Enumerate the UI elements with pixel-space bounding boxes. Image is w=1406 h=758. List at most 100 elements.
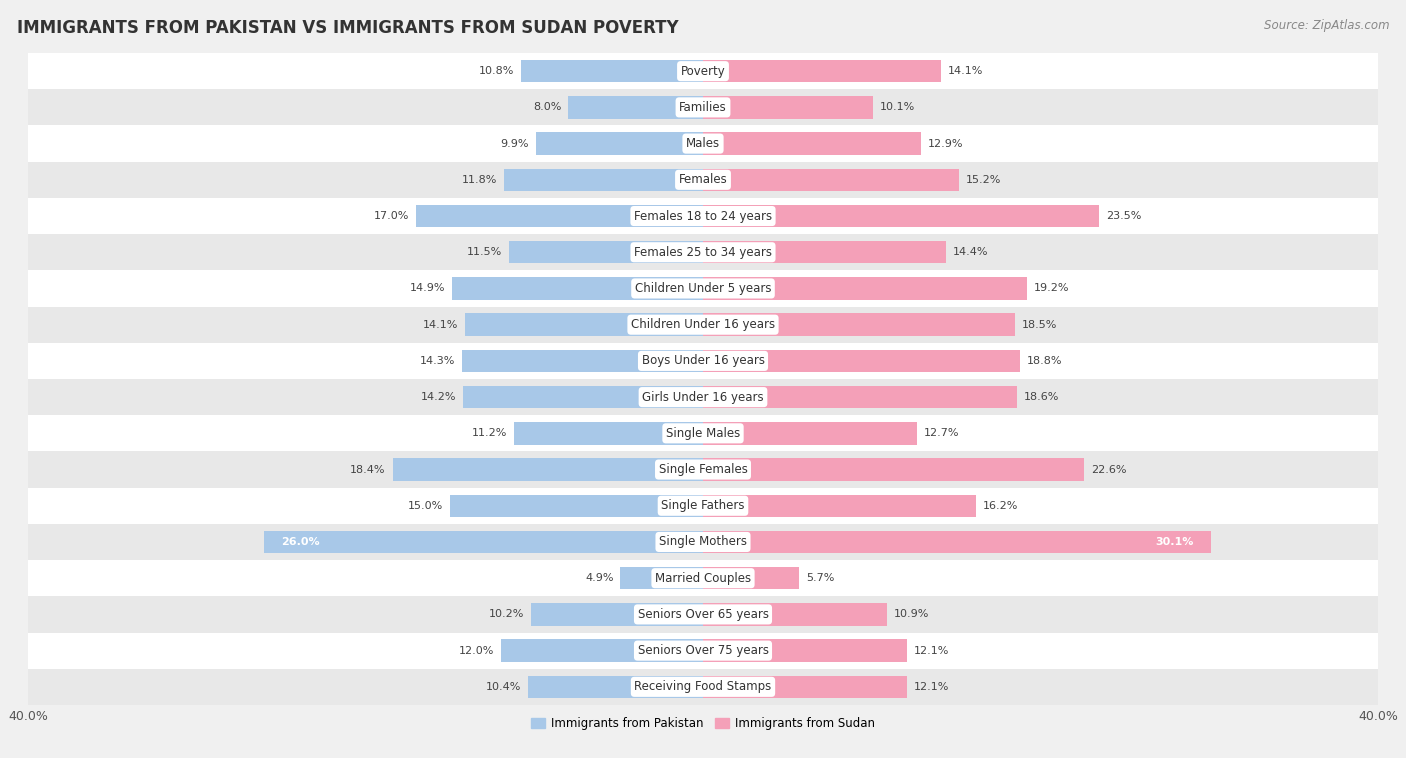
Text: Females 25 to 34 years: Females 25 to 34 years — [634, 246, 772, 258]
Bar — [503, 168, 703, 191]
Bar — [703, 205, 1099, 227]
Bar — [28, 487, 1378, 524]
Bar — [703, 567, 799, 590]
Bar — [28, 524, 1378, 560]
Bar — [264, 531, 703, 553]
Text: 18.6%: 18.6% — [1024, 392, 1059, 402]
Legend: Immigrants from Pakistan, Immigrants from Sudan: Immigrants from Pakistan, Immigrants fro… — [526, 713, 880, 735]
Text: 12.7%: 12.7% — [924, 428, 959, 438]
Bar — [703, 96, 873, 118]
Text: 10.1%: 10.1% — [880, 102, 915, 112]
Text: 10.9%: 10.9% — [894, 609, 929, 619]
Bar — [28, 53, 1378, 89]
Bar — [28, 161, 1378, 198]
Text: Seniors Over 75 years: Seniors Over 75 years — [637, 644, 769, 657]
Text: 10.2%: 10.2% — [489, 609, 524, 619]
Text: Receiving Food Stamps: Receiving Food Stamps — [634, 681, 772, 694]
Text: Single Males: Single Males — [666, 427, 740, 440]
Text: Single Fathers: Single Fathers — [661, 500, 745, 512]
Text: 8.0%: 8.0% — [533, 102, 561, 112]
Text: 11.8%: 11.8% — [461, 175, 498, 185]
Text: 18.8%: 18.8% — [1026, 356, 1063, 366]
Text: 5.7%: 5.7% — [806, 573, 834, 583]
Bar — [28, 126, 1378, 161]
Bar — [703, 422, 917, 444]
Text: Families: Families — [679, 101, 727, 114]
Text: 18.5%: 18.5% — [1022, 320, 1057, 330]
Bar — [28, 669, 1378, 705]
Text: 14.3%: 14.3% — [419, 356, 456, 366]
Bar — [568, 96, 703, 118]
Bar — [509, 241, 703, 264]
Text: 26.0%: 26.0% — [281, 537, 319, 547]
Text: 15.0%: 15.0% — [408, 501, 443, 511]
Text: 10.8%: 10.8% — [478, 66, 515, 76]
Bar — [531, 603, 703, 625]
Text: 11.2%: 11.2% — [472, 428, 508, 438]
Bar — [703, 640, 907, 662]
Text: 18.4%: 18.4% — [350, 465, 385, 475]
Bar — [28, 198, 1378, 234]
Text: Females: Females — [679, 174, 727, 186]
Bar — [703, 60, 941, 83]
Bar — [515, 422, 703, 444]
Text: 15.2%: 15.2% — [966, 175, 1001, 185]
Bar — [703, 459, 1084, 481]
Bar — [28, 306, 1378, 343]
Text: Single Mothers: Single Mothers — [659, 535, 747, 549]
Bar — [620, 567, 703, 590]
Bar — [28, 271, 1378, 306]
Text: 19.2%: 19.2% — [1033, 283, 1069, 293]
Bar — [703, 168, 959, 191]
Bar — [536, 133, 703, 155]
Bar — [703, 277, 1026, 299]
Bar — [703, 386, 1017, 409]
Text: 16.2%: 16.2% — [983, 501, 1018, 511]
Bar — [28, 89, 1378, 126]
Bar — [28, 560, 1378, 597]
Text: Married Couples: Married Couples — [655, 572, 751, 584]
Text: Boys Under 16 years: Boys Under 16 years — [641, 355, 765, 368]
Bar — [451, 277, 703, 299]
Bar — [450, 494, 703, 517]
Text: 12.0%: 12.0% — [458, 646, 494, 656]
Text: 12.1%: 12.1% — [914, 646, 949, 656]
Bar — [703, 675, 907, 698]
Text: Poverty: Poverty — [681, 64, 725, 77]
Text: 11.5%: 11.5% — [467, 247, 502, 257]
Text: 22.6%: 22.6% — [1091, 465, 1126, 475]
Text: 14.9%: 14.9% — [409, 283, 444, 293]
Bar — [703, 349, 1021, 372]
Text: 14.1%: 14.1% — [948, 66, 983, 76]
Bar — [28, 379, 1378, 415]
Bar — [703, 603, 887, 625]
Text: 23.5%: 23.5% — [1107, 211, 1142, 221]
Text: 12.1%: 12.1% — [914, 682, 949, 692]
Bar — [703, 241, 946, 264]
Text: Girls Under 16 years: Girls Under 16 years — [643, 390, 763, 403]
Bar — [392, 459, 703, 481]
Bar — [703, 314, 1015, 336]
Text: Single Females: Single Females — [658, 463, 748, 476]
Text: 14.1%: 14.1% — [423, 320, 458, 330]
Bar — [501, 640, 703, 662]
Text: 9.9%: 9.9% — [501, 139, 529, 149]
Text: 12.9%: 12.9% — [928, 139, 963, 149]
Bar — [520, 60, 703, 83]
Bar — [28, 234, 1378, 271]
Text: Children Under 16 years: Children Under 16 years — [631, 318, 775, 331]
Bar — [28, 452, 1378, 487]
Text: 17.0%: 17.0% — [374, 211, 409, 221]
Text: Females 18 to 24 years: Females 18 to 24 years — [634, 209, 772, 223]
Text: IMMIGRANTS FROM PAKISTAN VS IMMIGRANTS FROM SUDAN POVERTY: IMMIGRANTS FROM PAKISTAN VS IMMIGRANTS F… — [17, 19, 679, 37]
Bar — [703, 531, 1211, 553]
Bar — [703, 494, 976, 517]
Bar — [28, 343, 1378, 379]
Text: 14.2%: 14.2% — [422, 392, 457, 402]
Text: 30.1%: 30.1% — [1156, 537, 1194, 547]
Bar — [28, 597, 1378, 632]
Text: 14.4%: 14.4% — [953, 247, 988, 257]
Bar — [703, 133, 921, 155]
Text: 10.4%: 10.4% — [485, 682, 520, 692]
Bar — [465, 314, 703, 336]
